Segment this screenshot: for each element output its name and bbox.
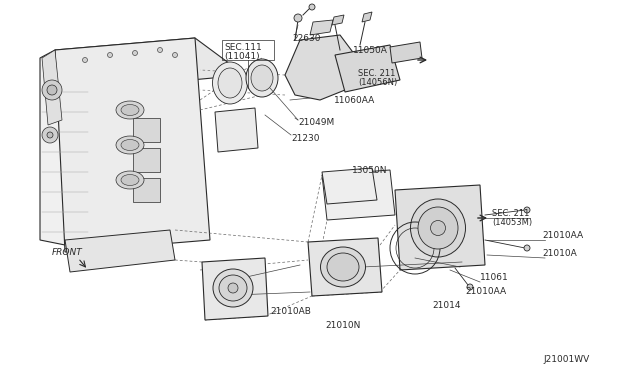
Ellipse shape [410,199,465,257]
Polygon shape [202,258,268,320]
Text: 21010AA: 21010AA [542,231,583,240]
Text: SEC. 211: SEC. 211 [492,208,529,218]
Ellipse shape [116,136,144,154]
Polygon shape [42,50,62,125]
Ellipse shape [418,207,458,249]
Polygon shape [133,118,160,142]
Text: 11050A: 11050A [353,45,388,55]
Polygon shape [133,148,160,172]
Text: 21010N: 21010N [325,321,360,330]
Polygon shape [390,42,422,63]
Ellipse shape [218,68,242,98]
Text: 13050N: 13050N [352,166,387,174]
Text: (14053M): (14053M) [492,218,532,227]
Polygon shape [133,178,160,202]
Ellipse shape [321,247,365,287]
Polygon shape [332,15,344,25]
Circle shape [42,127,58,143]
Ellipse shape [213,269,253,307]
Polygon shape [55,38,245,88]
Bar [222,40,274,60]
Polygon shape [310,20,333,35]
Ellipse shape [251,65,273,91]
Polygon shape [40,50,90,250]
Text: 21010A: 21010A [542,248,577,257]
Text: (14056N): (14056N) [358,77,397,87]
Circle shape [294,14,302,22]
Text: 11060AA: 11060AA [334,96,375,105]
Ellipse shape [431,221,445,235]
Ellipse shape [212,62,248,104]
Text: 21010AB: 21010AB [270,308,311,317]
Circle shape [157,48,163,52]
Circle shape [132,51,138,55]
Ellipse shape [121,140,139,151]
Polygon shape [308,238,382,296]
Circle shape [524,207,530,213]
Circle shape [228,283,238,293]
Ellipse shape [116,101,144,119]
Text: 21049M: 21049M [298,118,334,126]
Text: 21230: 21230 [291,134,319,142]
Ellipse shape [219,275,247,301]
Polygon shape [65,230,175,272]
Polygon shape [395,185,485,270]
Text: FRONT: FRONT [52,247,83,257]
Ellipse shape [327,253,359,281]
Circle shape [108,52,113,58]
Polygon shape [335,45,400,92]
Text: 21010AA: 21010AA [465,288,506,296]
Circle shape [42,80,62,100]
Polygon shape [215,108,258,152]
Circle shape [524,245,530,251]
Polygon shape [322,170,395,220]
Ellipse shape [246,59,278,97]
Text: J21001WV: J21001WV [544,356,590,365]
Text: 11061: 11061 [480,273,509,282]
Polygon shape [55,38,210,252]
Circle shape [173,52,177,58]
Polygon shape [362,12,372,22]
Circle shape [47,132,53,138]
Text: 22630: 22630 [292,33,321,42]
Polygon shape [322,168,377,204]
Ellipse shape [121,174,139,186]
Text: 21014: 21014 [432,301,461,311]
Circle shape [47,85,57,95]
Text: SEC. 211: SEC. 211 [358,68,396,77]
Text: (11041): (11041) [224,51,260,61]
Circle shape [309,4,315,10]
Polygon shape [285,35,355,100]
Text: SEC.111: SEC.111 [224,42,262,51]
Circle shape [83,58,88,62]
Ellipse shape [121,105,139,115]
Circle shape [467,284,473,290]
Ellipse shape [116,171,144,189]
